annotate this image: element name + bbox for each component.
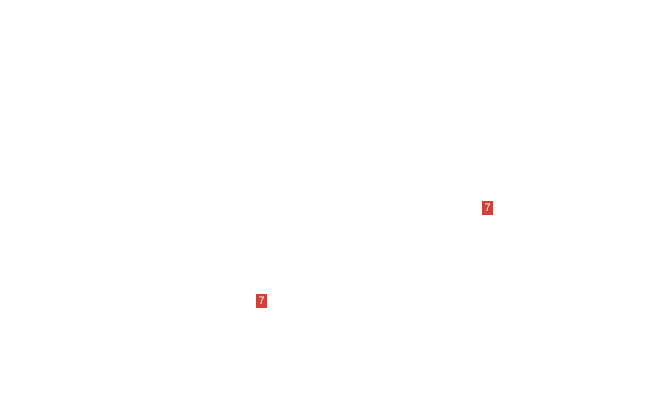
number-badge[interactable]: 7 — [256, 294, 267, 308]
number-badge[interactable]: 7 — [482, 201, 493, 215]
